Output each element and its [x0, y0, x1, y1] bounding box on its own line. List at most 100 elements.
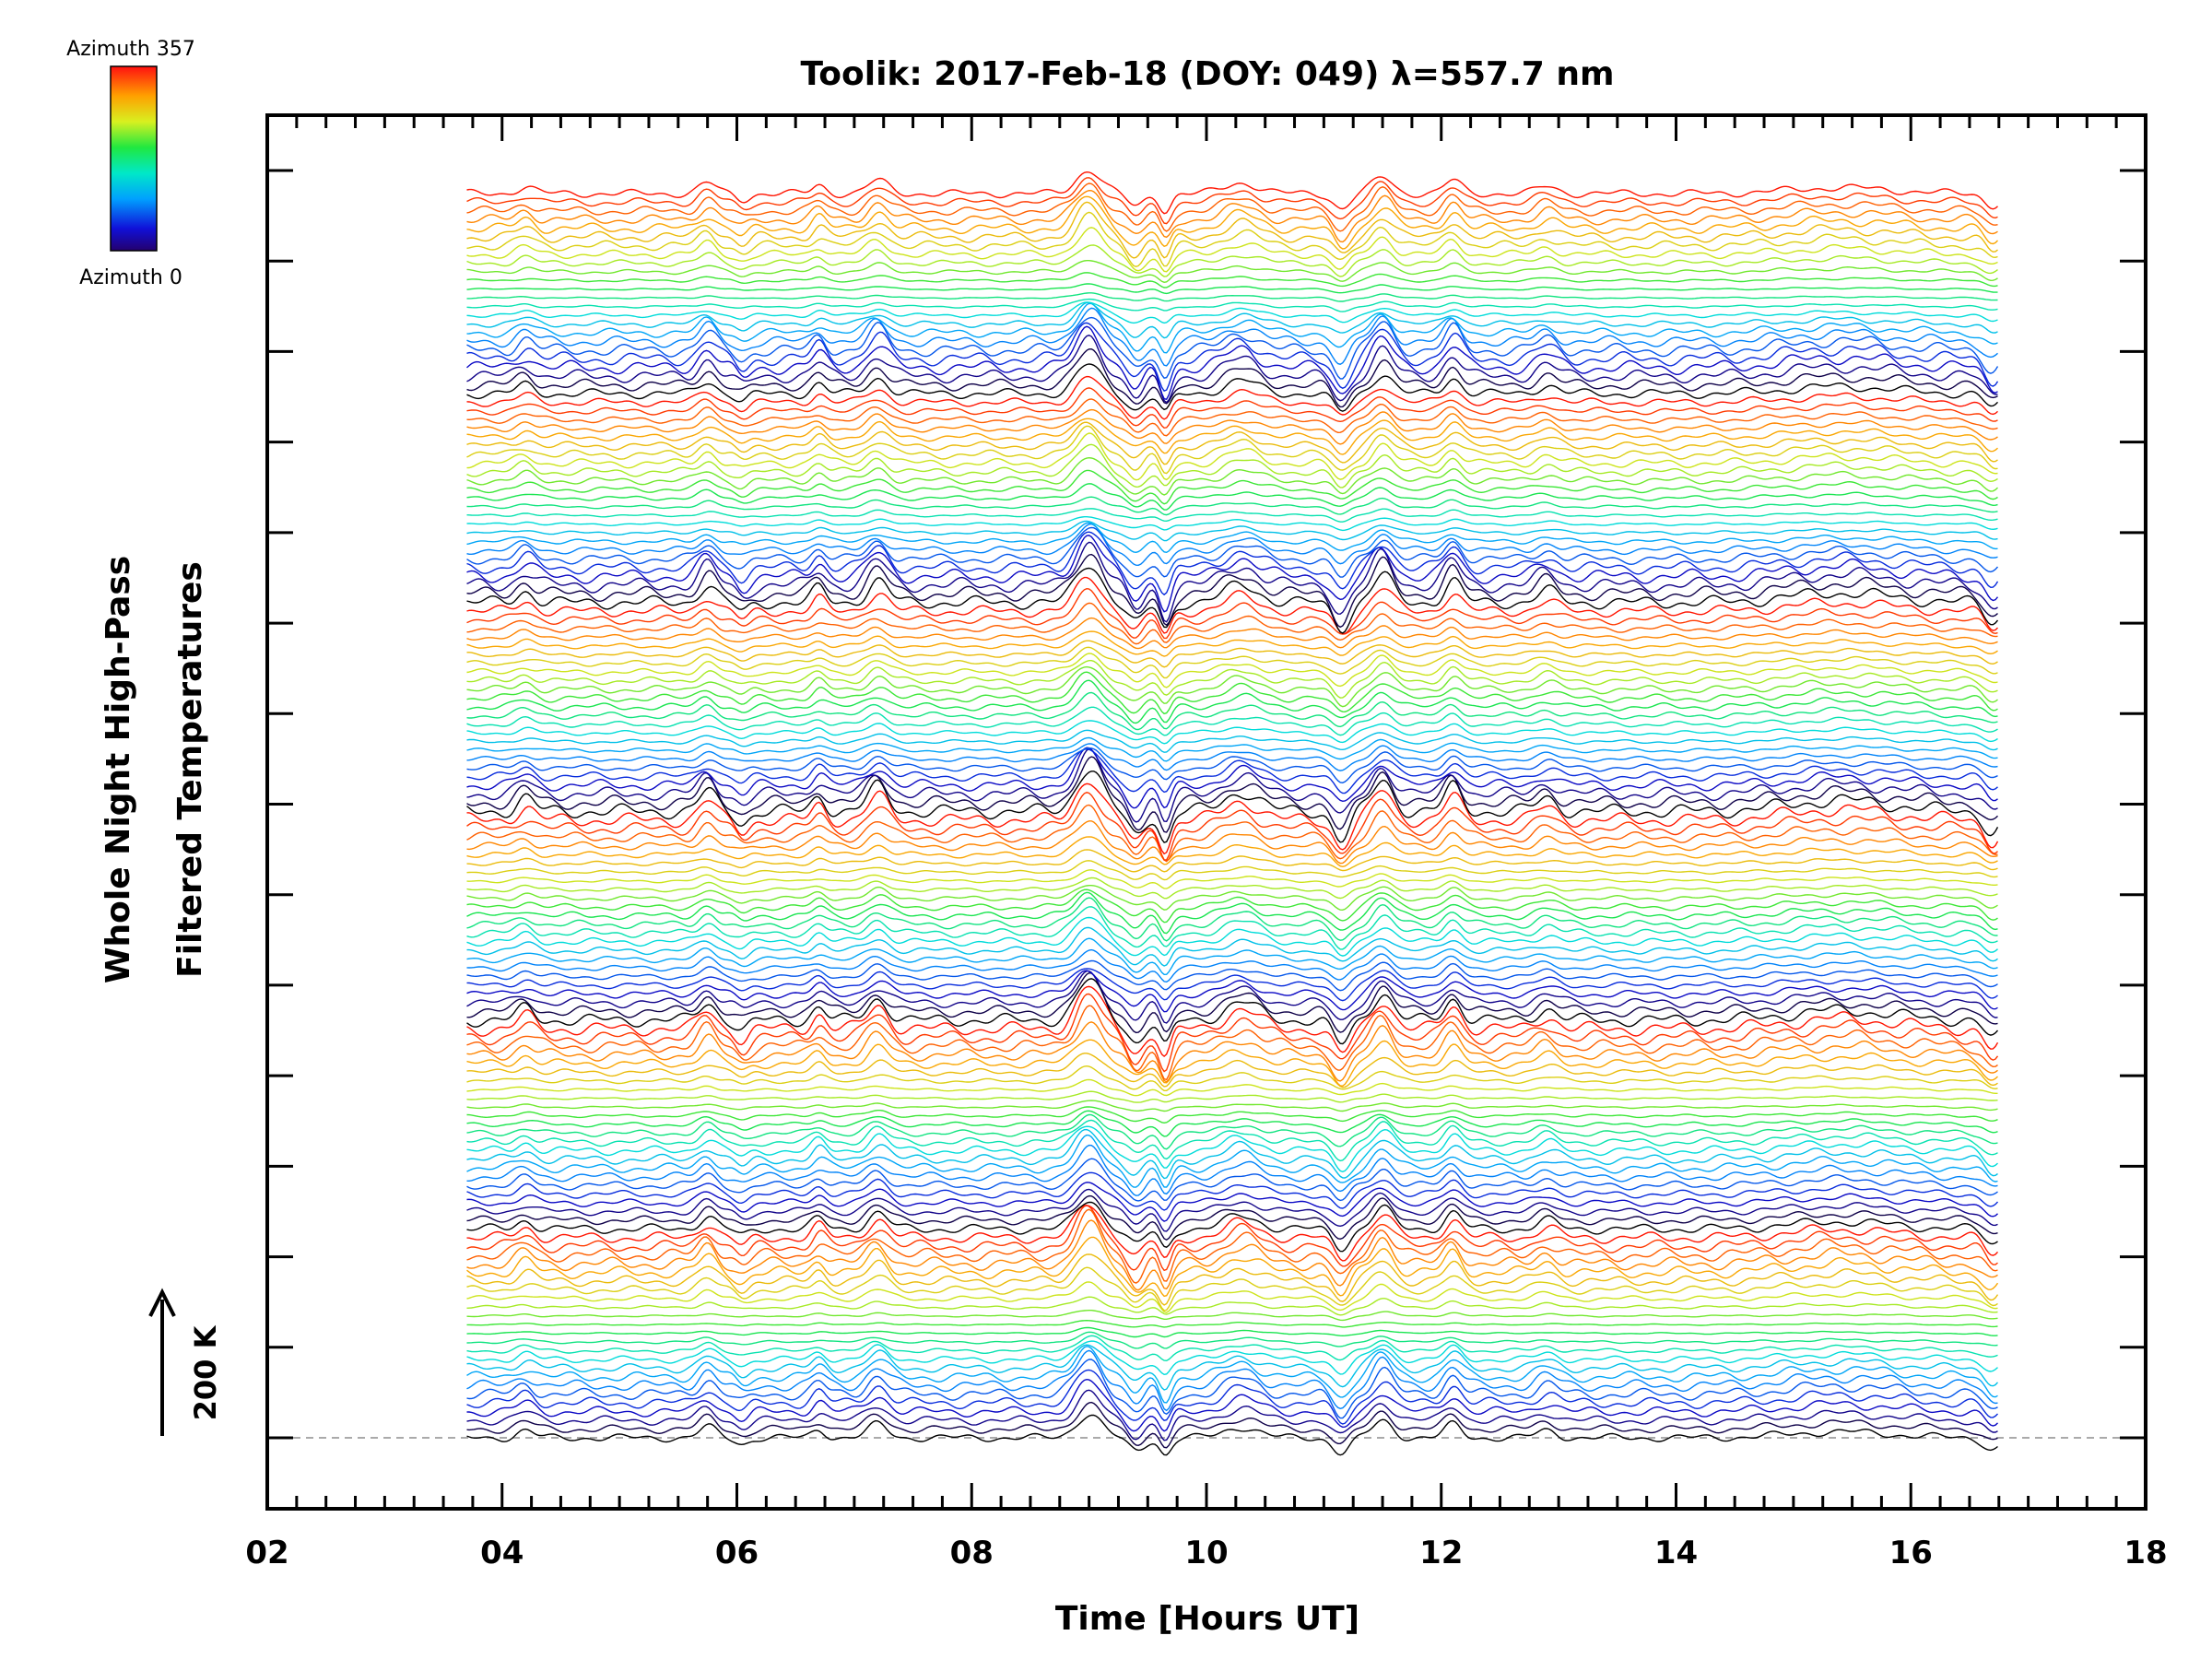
trace-line: [466, 301, 1998, 324]
trace-line: [466, 1125, 1998, 1173]
trace-line: [466, 398, 1998, 437]
trace-line: [466, 363, 1998, 412]
trace-line: [466, 307, 1998, 367]
trace-line: [466, 706, 1998, 736]
trace-line: [466, 1201, 1998, 1253]
trace-line: [466, 691, 1998, 731]
scale-arrow-head: [148, 1288, 176, 1317]
trace-line: [466, 1119, 1998, 1162]
trace-line: [466, 916, 1998, 957]
chart-title: Toolik: 2017-Feb-18 (DOY: 049) λ=557.7 n…: [801, 55, 1615, 93]
trace-line: [466, 970, 1998, 1024]
colorbar: Azimuth 357 Azimuth 0: [66, 38, 195, 289]
trace-line: [466, 1335, 1998, 1362]
trace-line: [466, 1296, 1998, 1316]
trace-line: [466, 617, 1998, 650]
trace-line: [466, 782, 1999, 855]
trace-line: [466, 1349, 1998, 1412]
trace-line: [466, 891, 1998, 935]
trace-line: [466, 729, 1998, 753]
trace-line: [466, 877, 1998, 900]
trace-line: [466, 432, 1998, 481]
trace-line: [466, 1219, 1998, 1291]
trace-line: [466, 1182, 1998, 1222]
trace-line: [466, 1021, 1998, 1083]
trace-line: [466, 968, 1998, 1002]
trace-line: [466, 1144, 1998, 1196]
trace-line: [466, 630, 1998, 657]
trace-line: [466, 182, 1998, 232]
x-tick-label: 04: [480, 1535, 524, 1571]
trace-line: [466, 885, 1998, 912]
colorbar-bottom-label: Azimuth 0: [79, 266, 182, 289]
trace-line: [466, 425, 1998, 475]
colorbar-top-label: Azimuth 357: [66, 38, 195, 61]
trace-line: [466, 469, 1998, 505]
trace-line: [466, 804, 1998, 863]
trace-line: [466, 978, 1999, 1045]
trace-line: [466, 756, 1998, 833]
trace-line: [466, 520, 1998, 542]
trace-line: [466, 985, 1999, 1058]
trace-line: [466, 948, 1998, 983]
trace-line: [466, 747, 1998, 823]
scale-bar: 200 K: [148, 1288, 223, 1436]
trace-line: [466, 1113, 1998, 1150]
trace-line: [466, 177, 1998, 225]
scale-label: 200 K: [188, 1324, 223, 1420]
trace-line: [466, 301, 1998, 339]
y-axis-label-line1: Whole Night High-Pass: [100, 556, 137, 983]
colorbar-gradient: [110, 65, 158, 252]
trace-line: [466, 567, 1999, 634]
trace-line: [466, 1134, 1998, 1188]
trace-line: [466, 792, 1998, 861]
trace-line: [466, 244, 1998, 277]
trace-line: [466, 1106, 1998, 1124]
trace-line: [466, 523, 1998, 567]
trace-line: [466, 869, 1998, 889]
trace-line: [466, 522, 1998, 554]
trace-line: [466, 1369, 1998, 1425]
trace-line: [466, 272, 1998, 288]
trace-line: [466, 443, 1998, 488]
trace-line: [466, 906, 1998, 950]
trace-line: [466, 516, 1998, 532]
trace-line: [466, 496, 1998, 516]
trace-lines: [466, 171, 1999, 1456]
trace-line: [466, 1340, 1998, 1376]
trace-line: [466, 1039, 1998, 1087]
trace-line: [466, 418, 1998, 455]
trace-line: [466, 483, 1998, 511]
x-tick-label: 14: [1654, 1535, 1698, 1571]
trace-line: [466, 1128, 1998, 1180]
trace-line: [466, 849, 1998, 873]
trace-line: [466, 1208, 1998, 1284]
trace-line: [466, 1359, 1998, 1419]
trace-line: [466, 1344, 1999, 1391]
trace-line: [466, 1065, 1998, 1091]
trace-line: [466, 970, 1998, 1013]
trace-line: [466, 646, 1998, 679]
trace-line: [466, 421, 1998, 465]
trace-line: [466, 322, 1999, 392]
trace-line: [466, 375, 1998, 420]
trace-line: [466, 227, 1998, 273]
trace-line: [466, 748, 1998, 794]
trace-line: [466, 747, 1998, 809]
trace-line: [466, 1205, 1998, 1272]
trace-line: [466, 508, 1998, 523]
trace-line: [466, 1401, 1998, 1449]
plot-frame: [265, 113, 2147, 1511]
trace-line: [466, 316, 1999, 380]
trace-line: [466, 260, 1998, 284]
x-axis-label: Time [Hours UT]: [1055, 1600, 1359, 1638]
trace-line: [466, 1188, 1998, 1232]
trace-line: [466, 1281, 1998, 1313]
trace-line: [466, 640, 1998, 668]
trace-line: [466, 653, 1998, 688]
trace-line: [466, 747, 1998, 784]
trace-line: [466, 1090, 1998, 1103]
trace-line: [466, 1319, 1998, 1328]
trace-line: [466, 587, 1998, 640]
x-tick-labels: 02 04 06 08 10 12 14 16 18: [245, 1535, 2167, 1571]
